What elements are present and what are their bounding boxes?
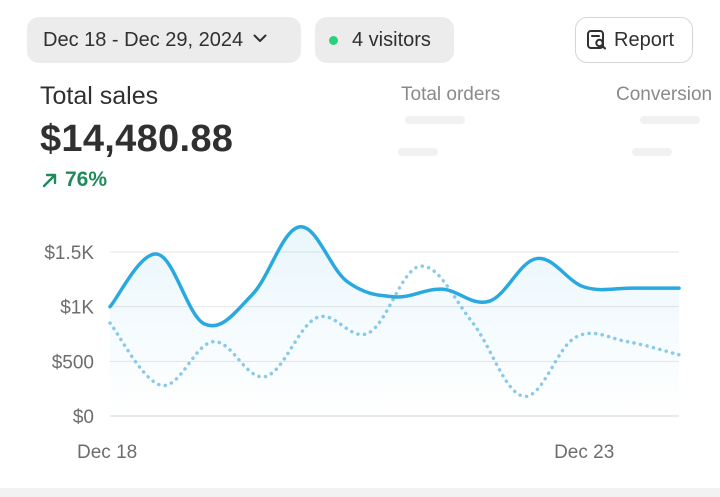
- sales-change: 76%: [41, 168, 107, 192]
- report-button[interactable]: Report: [575, 17, 693, 63]
- y-tick-label: $1K: [60, 298, 94, 319]
- y-tick-label: $1.5K: [44, 243, 94, 264]
- chart-series: [108, 225, 681, 416]
- total-orders-change-placeholder: [398, 148, 438, 156]
- y-tick-label: $0: [73, 407, 94, 428]
- live-status-dot-icon: [329, 35, 338, 45]
- date-range-picker[interactable]: Dec 18 - Dec 29, 2024: [27, 17, 301, 63]
- series-area: [110, 226, 679, 416]
- total-sales-value: $14,480.88: [40, 118, 234, 160]
- conversion-value-placeholder: [640, 116, 700, 124]
- bottom-divider: [0, 488, 720, 497]
- arrow-up-right-icon: [42, 173, 57, 188]
- y-axis-ticks: $0 $500 $1K $1.5K: [44, 243, 94, 428]
- header-bar: Dec 18 - Dec 29, 2024 4 visitors Report: [0, 0, 720, 80]
- total-sales-label[interactable]: Total sales: [40, 82, 159, 110]
- conversion-label[interactable]: Conversion: [616, 84, 713, 105]
- chevron-down-icon: [253, 30, 267, 48]
- current-period-line[interactable]: [108, 225, 681, 328]
- x-tick-label: Dec 23: [554, 442, 614, 463]
- report-search-icon: [587, 30, 606, 50]
- date-range-label: Dec 18 - Dec 29, 2024: [43, 28, 244, 51]
- y-tick-label: $500: [52, 352, 94, 373]
- x-tick-label: Dec 18: [77, 442, 137, 463]
- report-button-label: Report: [614, 28, 675, 51]
- visitors-count: 4 visitors: [352, 28, 431, 51]
- sales-change-percent: 76%: [65, 168, 108, 191]
- total-orders-label[interactable]: Total orders: [401, 84, 501, 105]
- total-orders-value-placeholder: [405, 116, 465, 124]
- live-visitors-badge[interactable]: 4 visitors: [315, 17, 454, 63]
- conversion-change-placeholder: [632, 148, 672, 156]
